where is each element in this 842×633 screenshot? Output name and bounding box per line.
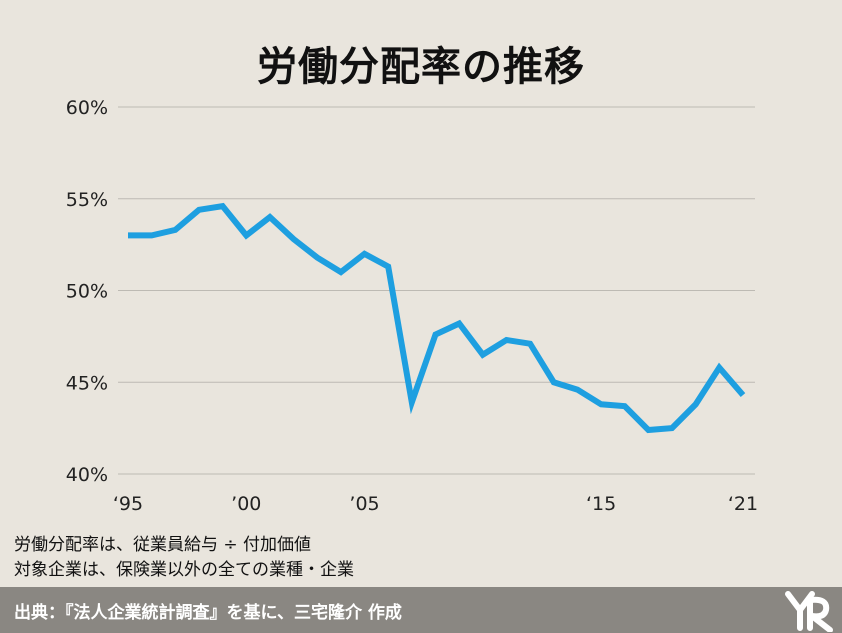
x-tick-label: ’00 xyxy=(231,493,261,515)
x-tick-label: ‘95 xyxy=(113,493,143,515)
source-text: 出典：『法人企業統計調査』を基に、三宅隆介 作成 xyxy=(14,603,402,623)
y-tick-label: 55% xyxy=(66,189,108,211)
x-tick-label: ‘15 xyxy=(586,493,616,515)
y-tick-label: 50% xyxy=(66,281,108,303)
note-definition: 労働分配率は、従業員給与 ÷ 付加価値 xyxy=(14,535,312,555)
line-chart: 60% 55% 50% 45% 40% ‘95 ’00 ’05 ‘15 ‘21 xyxy=(66,97,758,515)
chart-notes: 労働分配率は、従業員給与 ÷ 付加価値 対象企業は、保険業以外の全ての業種・企業 xyxy=(14,533,354,583)
chart-title: 労働分配率の推移 xyxy=(257,44,585,90)
y-axis-ticks: 60% 55% 50% 45% 40% xyxy=(66,97,108,486)
grid-lines xyxy=(118,106,755,475)
x-tick-label: ’05 xyxy=(349,493,379,515)
y-tick-label: 45% xyxy=(66,372,108,394)
footer-bar: 出典：『法人企業統計調査』を基に、三宅隆介 作成 xyxy=(0,587,842,633)
brand-logo-icon xyxy=(785,591,833,632)
y-tick-label: 40% xyxy=(66,464,108,486)
series-layer xyxy=(127,202,746,434)
x-tick-label: ‘21 xyxy=(728,493,758,515)
x-axis-ticks: ‘95 ’00 ’05 ‘15 ‘21 xyxy=(113,493,758,515)
y-tick-label: 60% xyxy=(66,97,108,119)
series-line xyxy=(128,202,746,434)
note-scope: 対象企業は、保険業以外の全ての業種・企業 xyxy=(14,560,354,580)
